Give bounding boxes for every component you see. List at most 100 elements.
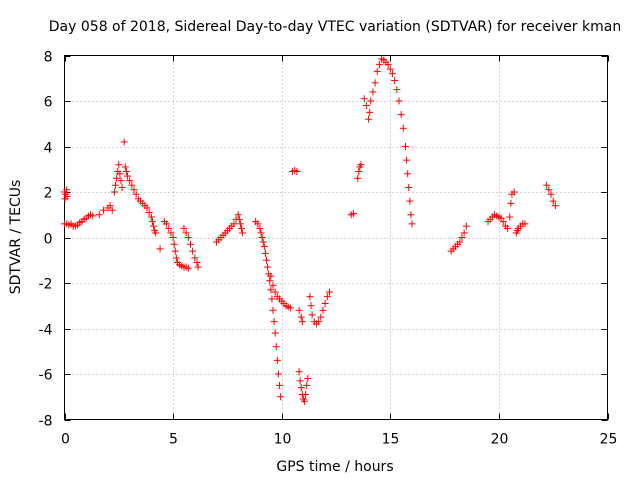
data-point <box>319 306 327 314</box>
data-point <box>296 377 304 385</box>
data-point <box>145 208 153 216</box>
y-tick-label: -6 <box>39 368 53 384</box>
y-tick-label: -8 <box>39 414 53 430</box>
y-tick-label: 4 <box>44 141 53 157</box>
data-point <box>293 168 301 176</box>
data-point <box>504 224 512 232</box>
data-point <box>510 188 518 196</box>
data-point <box>407 211 415 219</box>
data-point <box>254 220 262 228</box>
data-point <box>106 202 114 210</box>
data-point <box>113 174 121 182</box>
data-point <box>405 183 413 191</box>
y-tick-label: -4 <box>39 323 53 339</box>
data-point <box>307 302 315 310</box>
data-point <box>547 190 555 198</box>
data-point <box>393 86 401 94</box>
data-point <box>269 281 277 289</box>
data-point <box>100 206 108 214</box>
data-point <box>150 222 158 230</box>
data-point <box>116 170 124 178</box>
data-point <box>408 220 416 228</box>
data-point <box>303 381 311 389</box>
data-point <box>123 172 131 180</box>
data-point <box>362 102 370 110</box>
data-point <box>306 293 314 301</box>
data-point <box>118 183 126 191</box>
data-point <box>371 79 379 87</box>
data-point <box>276 381 284 389</box>
x-tick-label: 15 <box>382 432 400 448</box>
data-point <box>184 264 192 272</box>
data-point <box>308 311 316 319</box>
data-point <box>302 390 310 398</box>
data-point <box>167 229 175 237</box>
data-point <box>506 213 514 221</box>
data-point <box>277 393 285 401</box>
data-point <box>261 249 269 257</box>
data-point <box>191 254 199 262</box>
data-point <box>295 368 303 376</box>
data-point <box>63 186 71 194</box>
data-point <box>366 108 374 116</box>
data-point <box>349 210 357 218</box>
y-tick-label: 0 <box>44 232 53 248</box>
data-point <box>406 197 414 205</box>
data-point <box>295 306 303 314</box>
data-point <box>456 238 464 246</box>
data-point <box>365 115 373 123</box>
data-point <box>369 88 377 96</box>
data-point <box>286 304 294 312</box>
data-point <box>298 318 306 326</box>
data-point <box>269 306 277 314</box>
data-point <box>169 234 177 241</box>
data-point <box>234 211 242 219</box>
data-point <box>301 397 309 405</box>
y-axis-label: SDTVAR / TECUs <box>8 180 24 295</box>
data-point <box>148 218 156 226</box>
data-point <box>388 70 396 78</box>
data-point <box>260 243 268 251</box>
data-point <box>403 156 411 164</box>
data-point <box>315 318 323 326</box>
data-point <box>272 343 280 351</box>
data-point <box>172 254 180 262</box>
data-point <box>152 229 160 237</box>
data-point <box>549 197 557 205</box>
data-point <box>268 295 276 303</box>
x-tick-label: 20 <box>491 432 509 448</box>
data-point <box>89 212 97 220</box>
data-point <box>238 224 246 232</box>
data-point <box>507 199 515 207</box>
data-point <box>189 247 197 255</box>
data-point <box>264 263 272 271</box>
x-tick-label: 0 <box>61 432 70 448</box>
data-point <box>317 313 325 321</box>
data-point <box>117 177 125 185</box>
data-point <box>355 168 363 176</box>
x-tick-label: 10 <box>274 432 292 448</box>
data-point <box>304 375 312 383</box>
data-point <box>521 220 529 228</box>
data-point <box>126 177 134 185</box>
y-tick-label: -2 <box>39 277 53 293</box>
data-point <box>120 138 128 146</box>
data-point <box>171 247 179 255</box>
data-point <box>262 256 270 264</box>
data-point <box>236 220 244 228</box>
data-point <box>391 77 399 85</box>
plot-frame <box>64 55 608 420</box>
data-point <box>325 288 333 296</box>
y-tick-labels: -8 -6 -4 -2 0 2 4 6 8 <box>39 50 53 430</box>
data-point <box>112 181 120 189</box>
data-point <box>108 206 116 214</box>
y-tick-label: 6 <box>44 95 53 111</box>
data-point <box>397 111 405 119</box>
data-point <box>360 95 368 103</box>
grid-lines <box>64 55 608 420</box>
data-point <box>545 186 553 194</box>
data-point <box>165 224 173 232</box>
data-point <box>323 293 331 301</box>
data-point <box>499 218 507 226</box>
